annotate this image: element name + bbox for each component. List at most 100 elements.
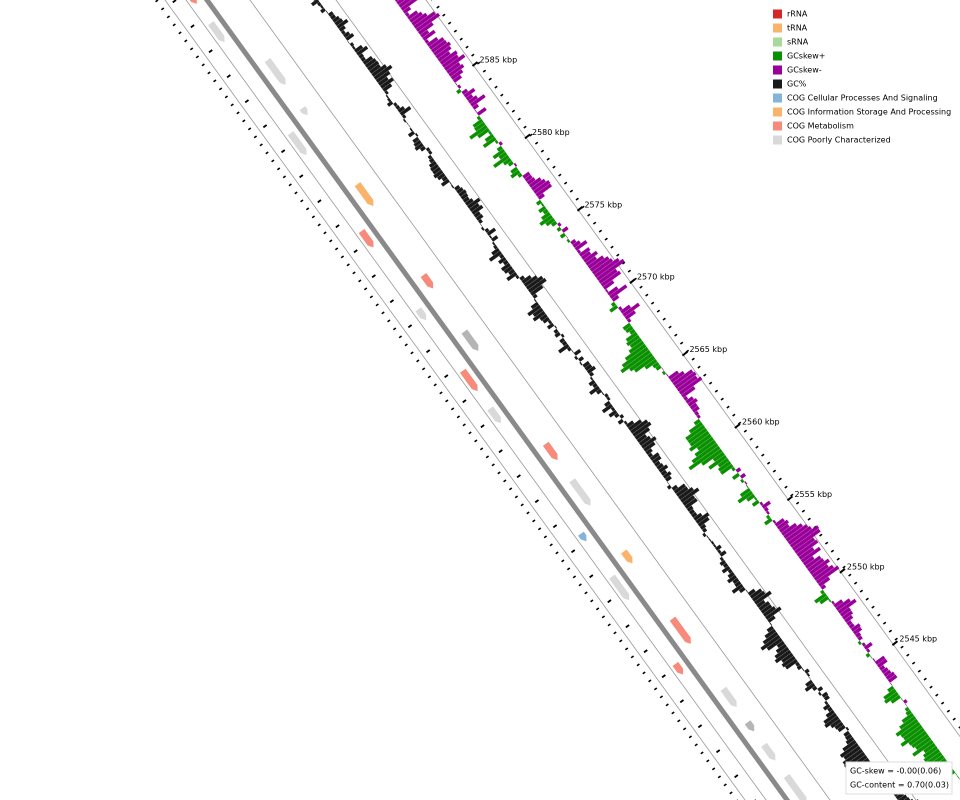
gc-skew <box>774 518 785 527</box>
gc-content <box>823 695 830 701</box>
gc-content <box>767 615 776 623</box>
rim-dot <box>691 357 695 361</box>
rim-dot <box>561 559 565 563</box>
gc-skew <box>798 546 815 560</box>
gc-content-stat: GC-content = 0.70(0.03) <box>850 781 949 790</box>
gc-skew <box>809 558 831 575</box>
gc-skew <box>772 519 777 524</box>
rim-dot <box>848 573 852 577</box>
gc-skew <box>900 721 921 738</box>
rim-tick <box>335 224 340 229</box>
rim-dot <box>500 93 504 97</box>
rim-dot <box>387 319 391 323</box>
legend-label: tRNA <box>787 24 808 33</box>
rim-dot <box>624 647 629 651</box>
rim-dot <box>566 567 571 571</box>
gc-skew <box>561 226 569 233</box>
gc-skew <box>792 528 821 551</box>
gene-arrow <box>264 57 286 85</box>
gc-skew <box>731 472 741 481</box>
gc-skew <box>426 36 439 47</box>
legend-swatch <box>773 37 782 47</box>
gc-skew <box>566 238 571 244</box>
gc-skew <box>820 589 825 595</box>
gc-skew <box>833 599 844 608</box>
gc-skew <box>884 691 899 704</box>
gc-skew <box>557 222 562 227</box>
gc-skew <box>420 29 430 38</box>
guide-line <box>164 0 746 800</box>
gc-skew <box>652 361 660 369</box>
gc-skew <box>778 523 790 533</box>
rim-dot <box>720 397 724 401</box>
rim-dot <box>703 373 707 377</box>
rim-dot <box>642 671 646 675</box>
gc-skew <box>895 718 919 737</box>
gc-content <box>384 90 389 95</box>
legend-label: GCskew- <box>787 66 822 75</box>
gc-skew <box>855 632 862 638</box>
rim-dot <box>511 109 516 113</box>
rim-dot <box>578 583 582 587</box>
rim-dot <box>346 263 350 267</box>
gc-content <box>662 471 672 479</box>
gc-skew <box>899 715 917 730</box>
gc-content <box>839 742 859 758</box>
rim-dot <box>668 325 672 329</box>
legend-label: COG Poorly Characterized <box>787 136 891 145</box>
gc-skew <box>465 93 474 101</box>
rim-dot <box>416 359 420 363</box>
gc-content <box>712 543 717 548</box>
gc-skew <box>811 563 829 578</box>
gc-content <box>353 44 364 53</box>
gc-content <box>636 433 648 443</box>
gc-content <box>462 196 470 203</box>
gc-skew <box>785 524 809 542</box>
rim-dot <box>276 167 281 171</box>
gc-content <box>842 739 857 752</box>
gc-skew <box>537 193 546 200</box>
legend-label: sRNA <box>787 38 809 47</box>
gc-skew <box>633 355 656 373</box>
gc-skew <box>694 410 700 416</box>
gc-skew <box>911 733 930 749</box>
gene-arrow <box>669 616 691 644</box>
gene-arrow <box>487 406 501 424</box>
gc-skew <box>598 268 618 284</box>
rim-dot <box>534 141 539 145</box>
gc-skew <box>676 375 698 392</box>
rim-dot <box>201 63 205 67</box>
gc-skew <box>879 664 886 671</box>
rim-dot <box>514 495 519 499</box>
gc-skew <box>600 270 622 287</box>
gc-skew <box>912 739 934 757</box>
gc-content <box>588 379 596 387</box>
map-layer: 2585 kbp 2580 kbp 2575 kbp 2570 kbp 2565 kbp… <box>155 0 960 800</box>
gc-content <box>502 259 509 266</box>
rim-tick <box>172 0 177 4</box>
rim-dot <box>479 447 484 451</box>
gc-content <box>539 313 548 322</box>
gc-skew <box>452 74 463 83</box>
rim-dot <box>442 13 446 17</box>
gene-arrow <box>542 441 558 461</box>
gc-skew <box>818 576 831 587</box>
gc-content <box>577 356 585 362</box>
gene-arrow <box>354 182 374 207</box>
gc-skew <box>629 337 643 349</box>
gc-skew <box>624 310 637 320</box>
gc-skew <box>609 304 619 313</box>
gc-skew <box>572 240 581 248</box>
rim-tick <box>190 24 195 29</box>
gc-content <box>327 11 334 17</box>
gc-content <box>664 475 672 482</box>
gc-content <box>688 509 696 515</box>
gc-skew <box>472 118 484 129</box>
gc-content <box>527 277 547 293</box>
gc-skew <box>883 688 897 700</box>
rim-dot <box>923 677 927 681</box>
gc-content <box>320 7 326 14</box>
gc-skew <box>828 598 832 603</box>
gc-content <box>658 464 669 473</box>
gene-arrow <box>672 661 684 675</box>
